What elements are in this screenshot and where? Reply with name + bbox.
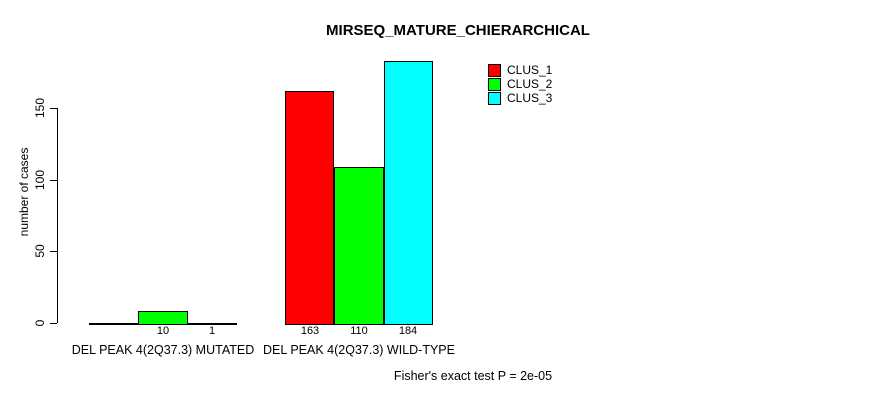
y-axis-tick (50, 251, 57, 252)
bar-clus_2 (334, 167, 384, 325)
legend: CLUS_1 CLUS_2 CLUS_3 (488, 64, 552, 105)
legend-item-label: CLUS_1 (507, 63, 553, 77)
bar-clus_1 (89, 323, 138, 325)
y-axis-tick (50, 108, 57, 109)
category-label: DEL PEAK 4(2Q37.3) MUTATED (71, 343, 255, 357)
y-axis-tick (50, 323, 57, 324)
legend-item-label: CLUS_2 (507, 77, 553, 91)
legend-swatch-clus_3 (488, 92, 501, 105)
bar-clus_3 (188, 323, 237, 325)
legend-row: CLUS_3 (488, 92, 552, 105)
bar-value-label: 10 (156, 325, 170, 337)
bar-value-label: 163 (300, 325, 320, 337)
legend-row: CLUS_2 (488, 78, 552, 91)
y-axis-tick-label: 0 (33, 319, 47, 327)
chart-title: MIRSEQ_MATURE_CHIERARCHICAL (326, 22, 590, 39)
legend-swatch-clus_2 (488, 78, 501, 91)
y-axis-tick-label: 100 (33, 169, 47, 191)
footer-annotation: Fisher's exact test P = 2e-05 (393, 369, 553, 383)
bar-value-label: 110 (350, 325, 368, 337)
bar-clus_1 (285, 91, 334, 325)
y-axis-tick (50, 180, 57, 181)
legend-row: CLUS_1 (488, 64, 552, 77)
bar-clus_3 (384, 61, 433, 325)
bar-value-label: 1 (208, 325, 216, 337)
y-axis-label: number of cases (17, 147, 31, 237)
y-axis-tick-label: 150 (33, 97, 47, 119)
bar-value-label: 184 (398, 325, 418, 337)
category-label: DEL PEAK 4(2Q37.3) WILD-TYPE (263, 343, 455, 357)
y-axis-tick-label: 50 (33, 244, 47, 258)
legend-swatch-clus_1 (488, 64, 501, 77)
legend-item-label: CLUS_3 (507, 91, 553, 105)
y-axis-line (57, 108, 58, 323)
bar-clus_2 (138, 311, 188, 325)
